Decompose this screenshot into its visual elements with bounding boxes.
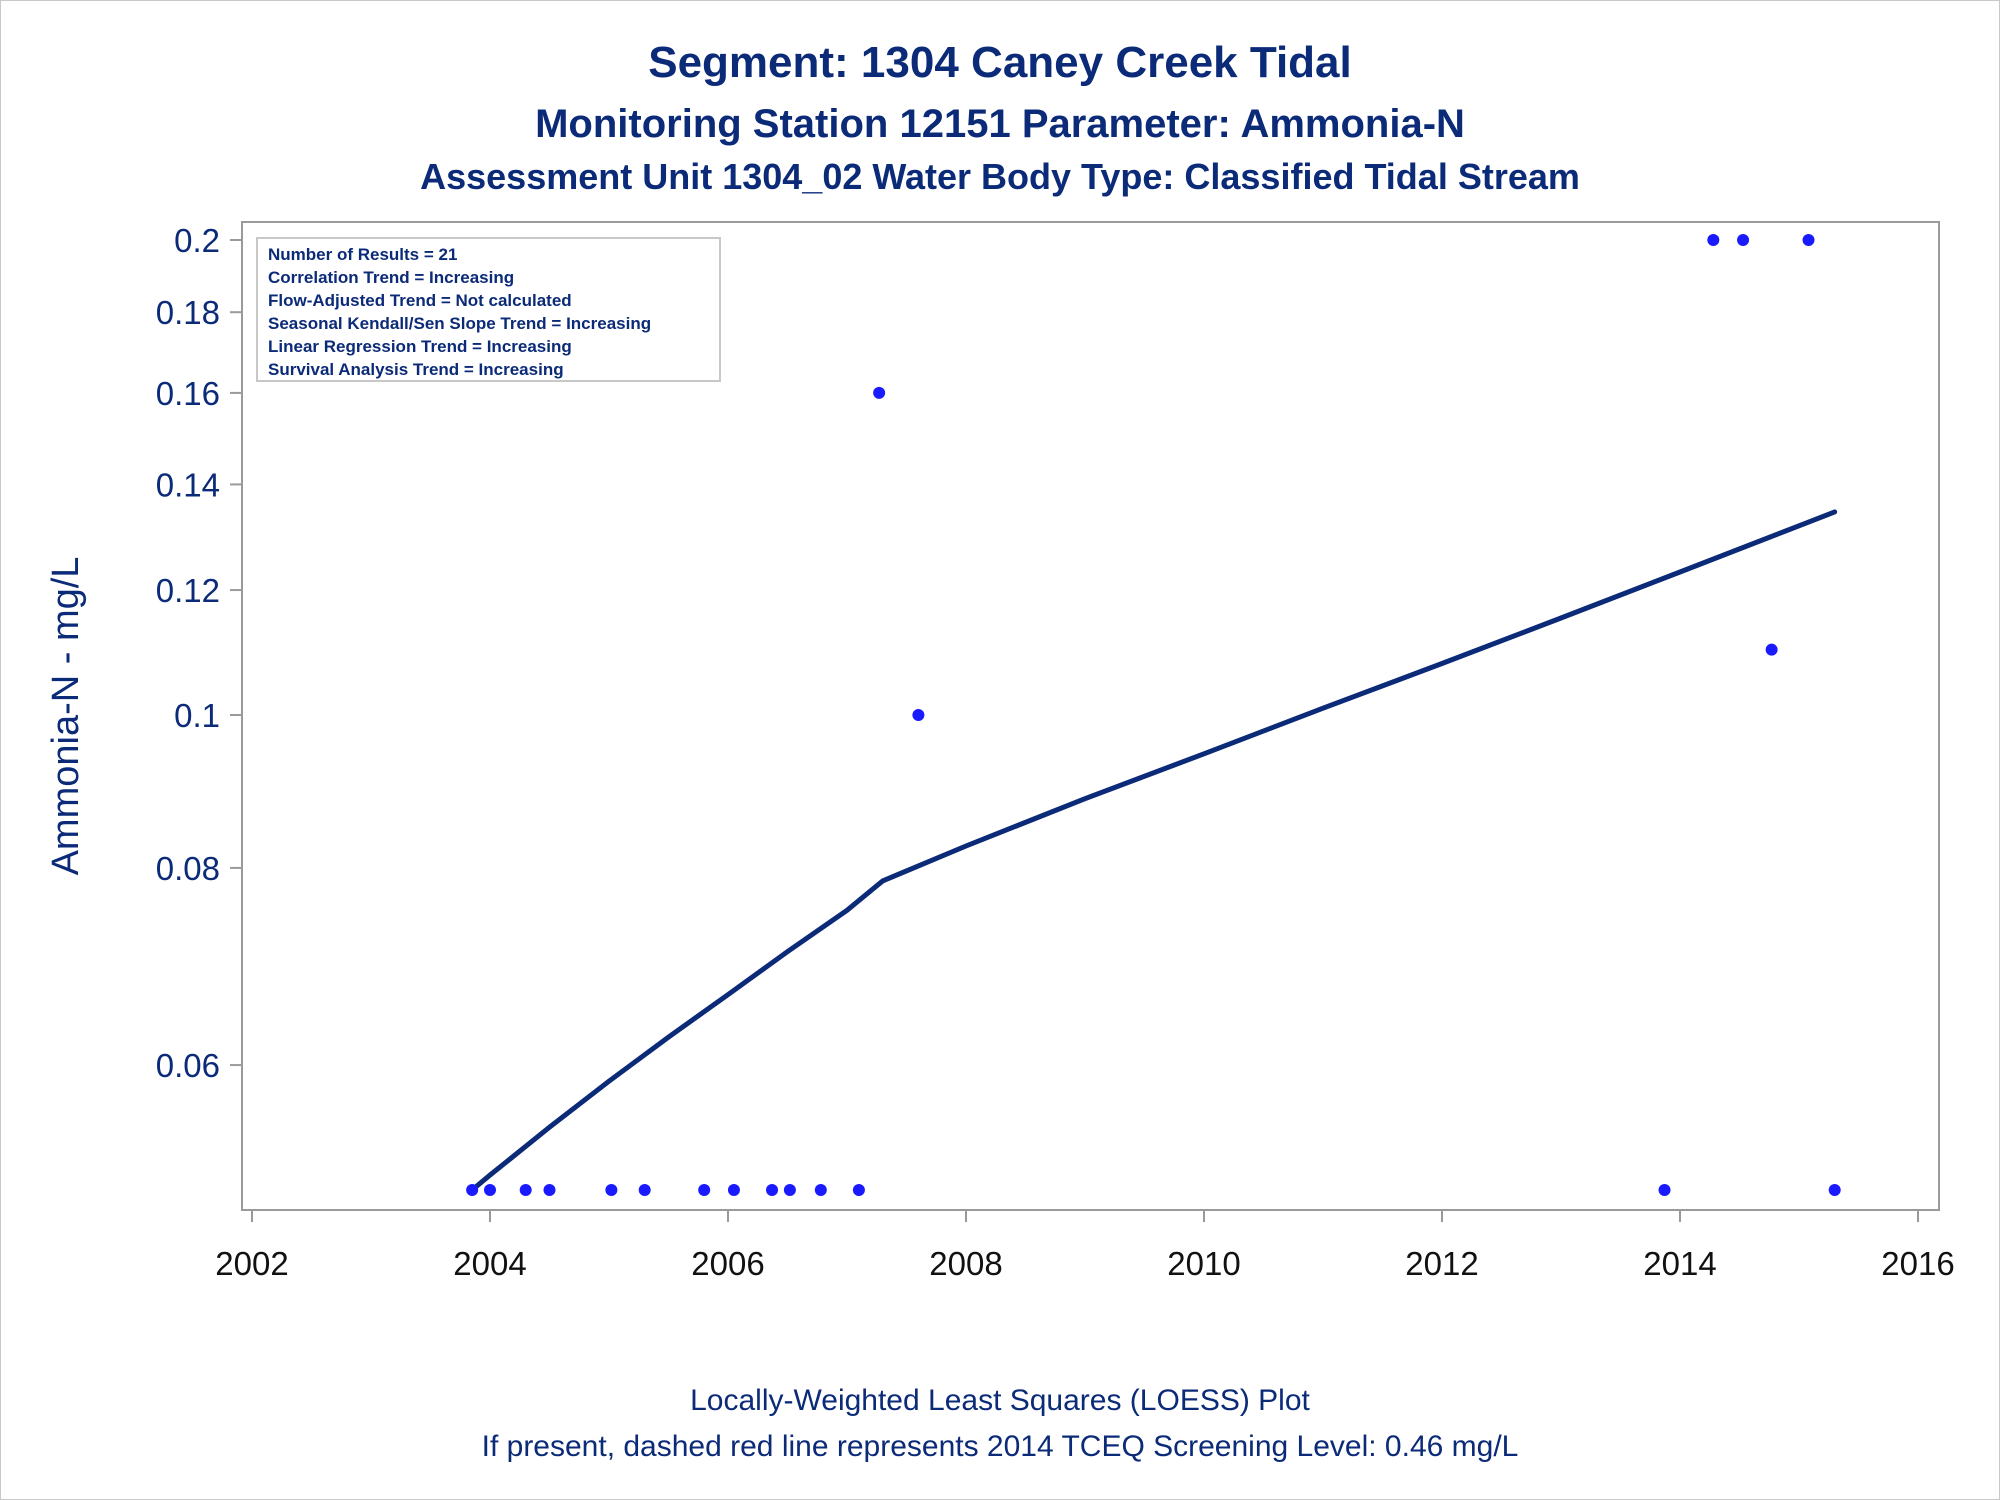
- data-point: [1765, 643, 1778, 656]
- data-point: [912, 709, 925, 721]
- data-point: [766, 1184, 779, 1196]
- data-point: [852, 1184, 865, 1196]
- data-point: [466, 1184, 479, 1196]
- data-point: [1707, 234, 1720, 246]
- data-point: [873, 386, 886, 399]
- chart-title: Segment: 1304 Caney Creek Tidal: [648, 38, 1352, 87]
- data-point: [1828, 1184, 1841, 1196]
- y-tick-label: 0.18: [156, 294, 220, 331]
- stats-seasonal-kendall-trend: Seasonal Kendall/Sen Slope Trend = Incre…: [268, 314, 651, 333]
- footnote-loess: Locally-Weighted Least Squares (LOESS) P…: [690, 1384, 1310, 1417]
- x-tick-label: 2016: [1881, 1245, 1954, 1282]
- data-point: [727, 1184, 740, 1196]
- y-tick-label: 0.14: [156, 466, 220, 503]
- data-point: [783, 1184, 796, 1196]
- loess-line: [469, 509, 1838, 1193]
- x-tick-label: 2010: [1167, 1245, 1240, 1282]
- chart-subtitle-2: Assessment Unit 1304_02 Water Body Type:…: [420, 156, 1580, 197]
- x-tick-label: 2008: [929, 1245, 1002, 1282]
- y-tick-label: 0.16: [156, 375, 220, 412]
- data-point: [638, 1184, 651, 1196]
- x-tick-label: 2006: [691, 1245, 764, 1282]
- data-point: [1802, 234, 1815, 246]
- data-point: [484, 1184, 496, 1196]
- data-point: [543, 1184, 556, 1196]
- data-point: [1658, 1184, 1671, 1196]
- data-point: [698, 1184, 711, 1196]
- data-point: [1737, 234, 1750, 246]
- chart-subtitle: Monitoring Station 12151 Parameter: Ammo…: [535, 102, 1465, 146]
- data-point: [605, 1184, 618, 1196]
- x-tick-label: 2002: [215, 1245, 288, 1282]
- x-tick-label: 2014: [1643, 1245, 1716, 1282]
- x-tick-label: 2004: [453, 1245, 526, 1282]
- stats-flow-adjusted-trend: Flow-Adjusted Trend = Not calculated: [268, 291, 572, 310]
- points-layer: [466, 234, 1841, 1196]
- y-tick-label: 0.08: [156, 850, 220, 887]
- footnote-screening-level: If present, dashed red line represents 2…: [481, 1430, 1519, 1463]
- stats-box-border: [256, 237, 721, 382]
- loess-layer: [469, 509, 1838, 1193]
- y-tick-label: 0.06: [156, 1047, 220, 1084]
- y-tick-label: 0.1: [174, 697, 220, 734]
- stats-number-of-results: Number of Results = 21: [268, 245, 457, 264]
- stats-box: Number of Results = 21 Correlation Trend…: [256, 237, 721, 382]
- stats-survival-analysis-trend: Survival Analysis Trend = Increasing: [268, 360, 564, 379]
- x-tick-label: 2012: [1405, 1245, 1478, 1282]
- data-point: [519, 1184, 532, 1196]
- x-axis: 2002 2004 2006 2008 2010 2012 2014 2016: [215, 1210, 1955, 1282]
- stats-linear-regression-trend: Linear Regression Trend = Increasing: [268, 337, 572, 356]
- y-tick-label: 0.12: [156, 572, 220, 609]
- y-tick-label: 0.2: [174, 222, 220, 259]
- y-axis-label: Ammonia-N - mg/L: [45, 557, 87, 876]
- data-point: [814, 1184, 827, 1196]
- stats-correlation-trend: Correlation Trend = Increasing: [268, 268, 514, 287]
- y-axis: 0.06 0.08 0.1 0.12 0.14 0.16 0.18 0.2: [156, 222, 242, 1084]
